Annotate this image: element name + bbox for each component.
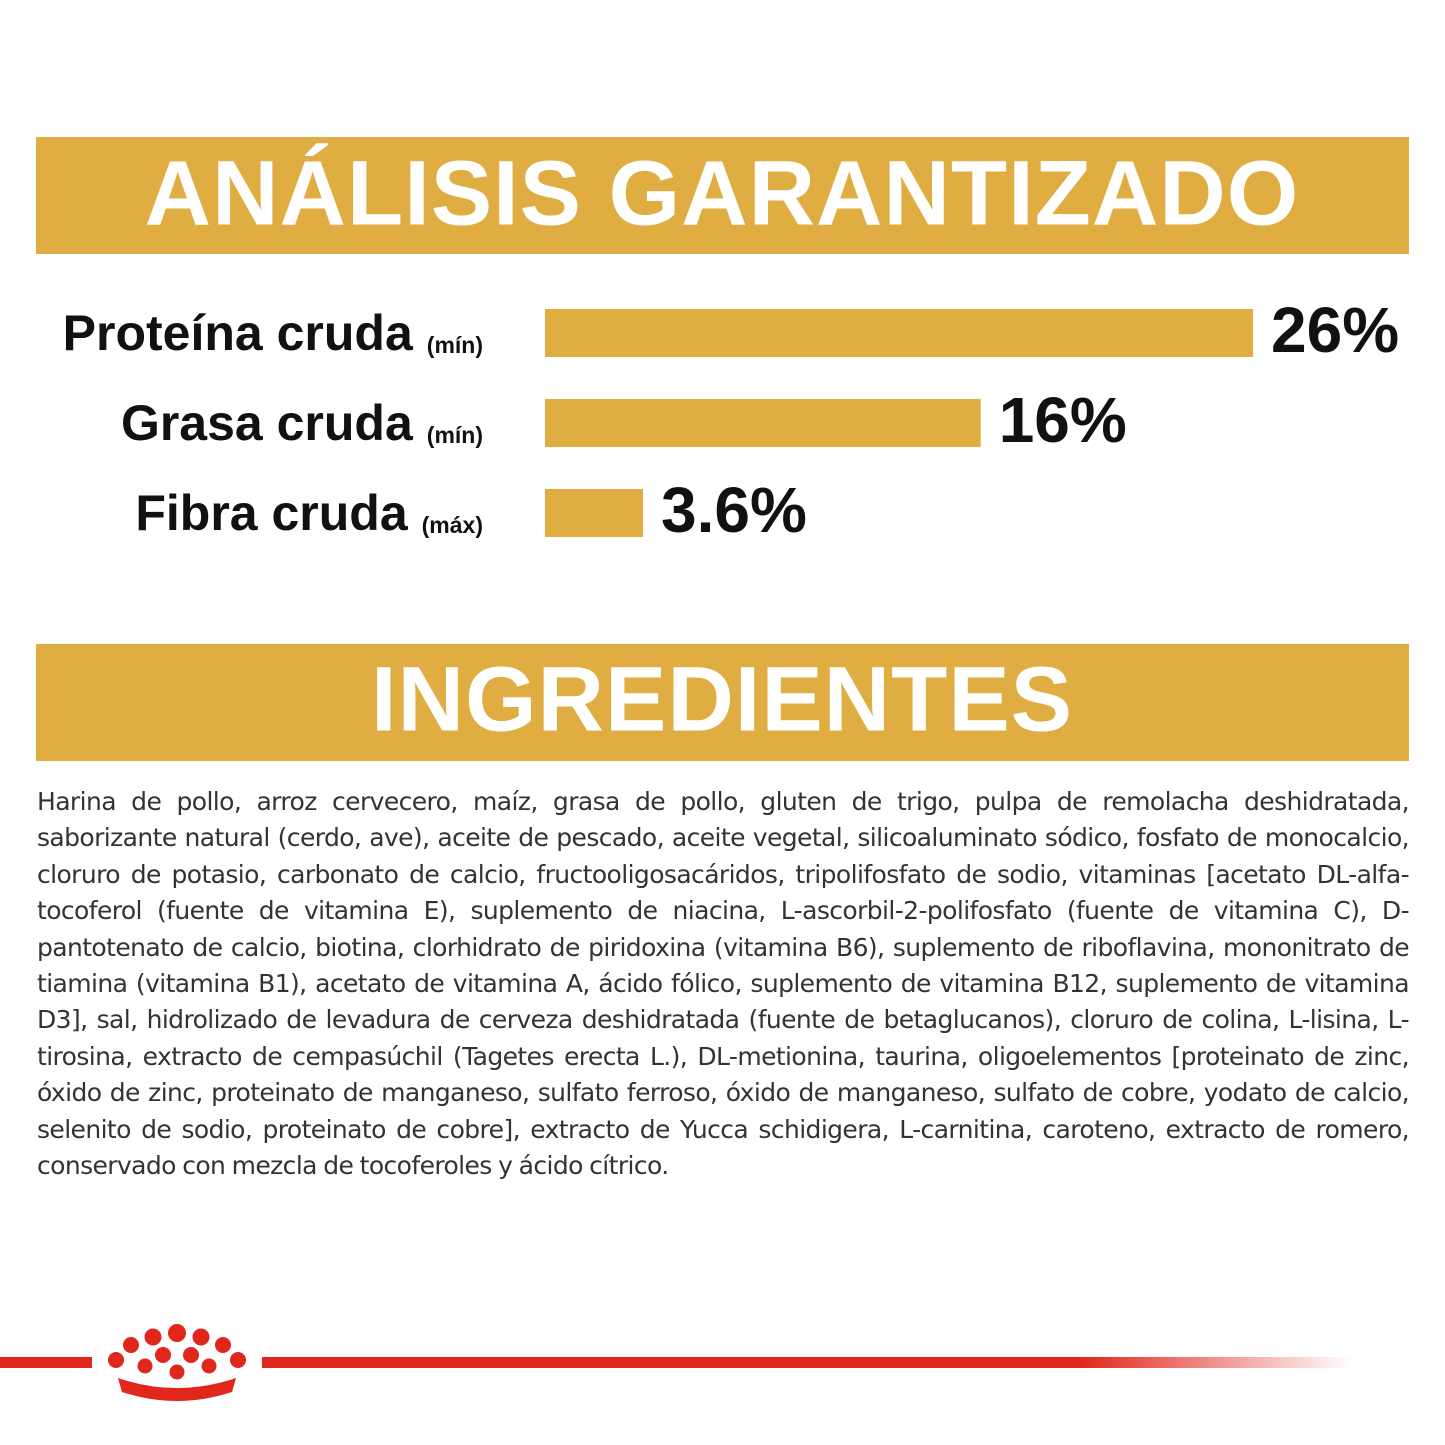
- ingredients-text: Harina de pollo, arroz cervecero, maíz, …: [37, 787, 1410, 1181]
- category-qualifier: (mín): [427, 332, 483, 358]
- category-qualifier: (mín): [427, 422, 483, 448]
- title-banner: [36, 137, 1409, 254]
- value-label: 3.6%: [661, 474, 807, 546]
- ingredients-banner: [36, 644, 1409, 761]
- chart-title: ANÁLISIS GARANTIZADO: [145, 142, 1300, 244]
- value-label: 16%: [999, 384, 1127, 456]
- category-name: Fibra cruda: [135, 485, 408, 541]
- category-label: Proteína cruda (mín): [63, 305, 483, 361]
- category-name: Grasa cruda: [121, 395, 414, 451]
- logo: [0, 1324, 1352, 1401]
- category-label: Fibra cruda (máx): [135, 485, 483, 541]
- category-qualifier: (máx): [422, 512, 483, 538]
- category-name: Proteína cruda: [63, 305, 414, 361]
- value-label: 26%: [1271, 294, 1399, 366]
- ingredients-title: INGREDIENTES: [371, 648, 1073, 750]
- bar: [545, 309, 1253, 357]
- bar: [545, 399, 981, 447]
- bar: [545, 489, 644, 537]
- category-label: Grasa cruda (mín): [121, 395, 483, 451]
